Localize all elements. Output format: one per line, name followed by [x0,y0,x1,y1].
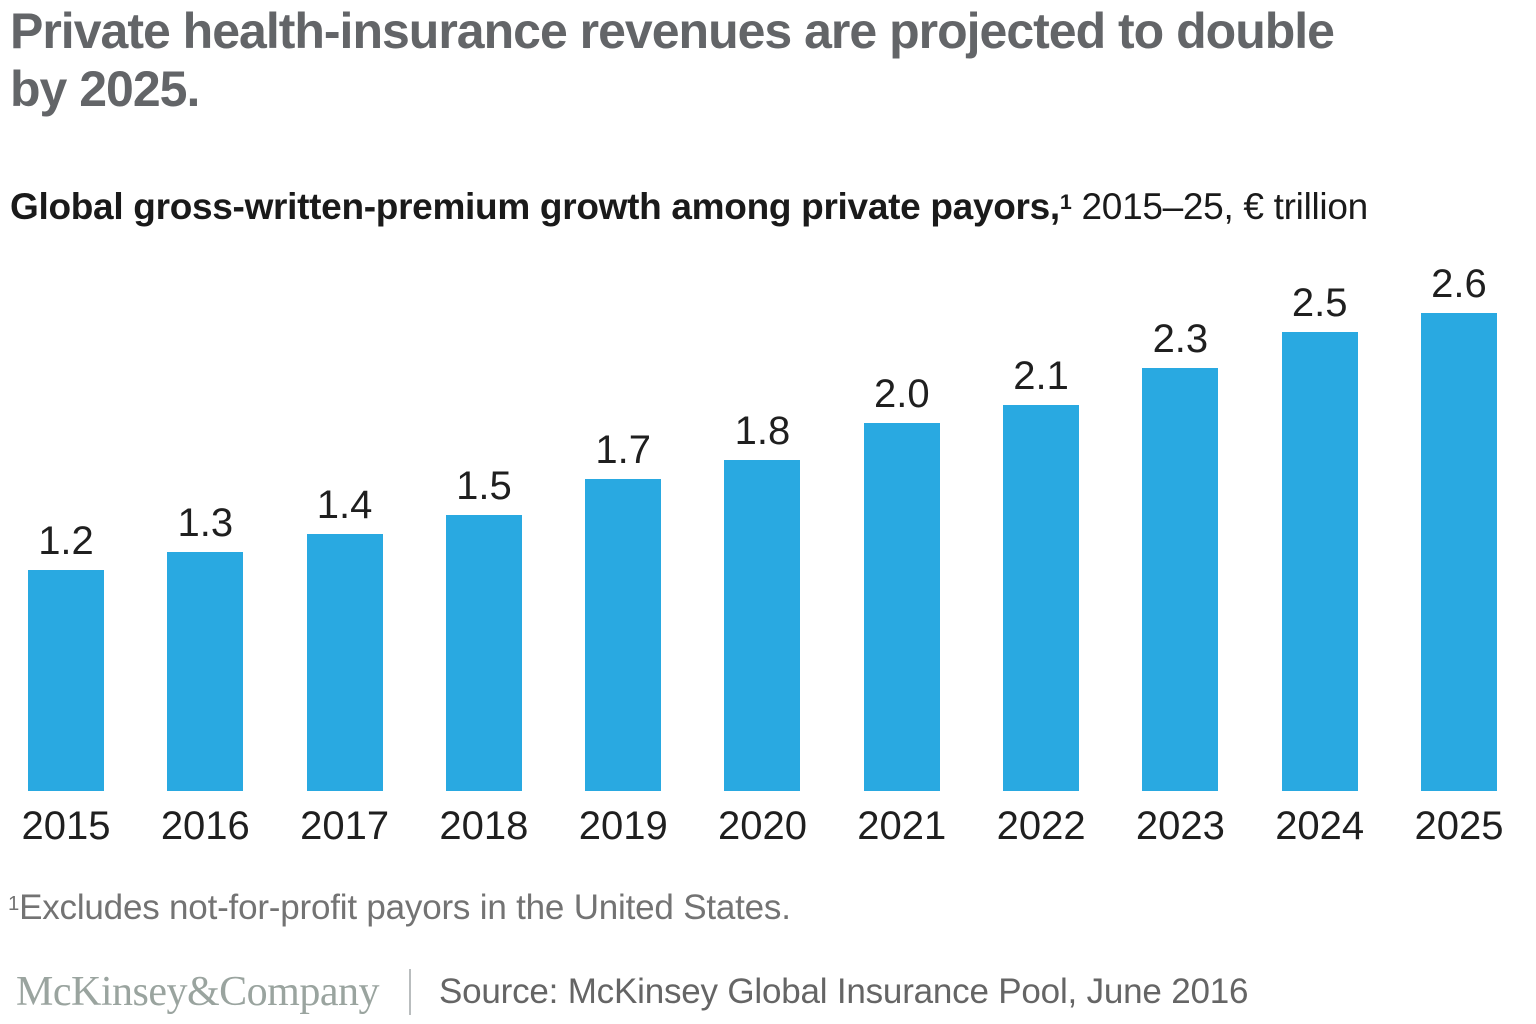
bar-year-label: 2021 [857,804,947,848]
bar-year-label: 2023 [1135,804,1225,848]
bar-value-label: 1.4 [316,483,373,527]
bar-year-label: 2015 [21,804,111,848]
bar-column: 1.5 2018 [439,258,528,848]
bar-chart: 1.2 2015 1.3 2016 1.4 2017 1.5 2018 1.7 2019 1.8 20… [22,258,1504,848]
bar-value-label: 1.3 [177,501,234,545]
bar-column: 1.8 2020 [718,258,807,848]
bar-column: 1.3 2016 [161,258,250,848]
footnote-marker: 1 [8,892,20,915]
page-title-line2: by 2025. [10,61,200,117]
bar-value-label: 2.0 [873,372,930,416]
bar-column: 1.2 2015 [22,258,111,848]
footer: McKinsey&Company Source: McKinsey Global… [16,966,1248,1018]
bar-column: 1.7 2019 [579,258,668,848]
page-title: Private health-insurance revenues are pr… [10,2,1335,118]
bar [863,423,940,791]
bar-column: 2.0 2021 [857,258,946,848]
bar [445,515,522,791]
subtitle-footnote-marker: 1 [1059,190,1072,215]
bar-year-label: 2024 [1275,804,1365,848]
bar-value-label: 2.5 [1291,281,1348,325]
bar-value-label: 2.1 [1013,354,1069,398]
page-title-line1: Private health-insurance revenues are pr… [10,3,1335,59]
bar-year-label: 2025 [1414,804,1504,848]
footnote: 1Excludes not-for-profit payors in the U… [8,888,791,928]
chart-subtitle-units: 2015–25, € trillion [1071,186,1369,227]
footer-divider [408,969,411,1015]
bar [1420,313,1497,791]
bar [1142,368,1219,791]
bar-value-label: 1.7 [595,428,651,472]
mckinsey-logo: McKinsey&Company [16,969,379,1015]
bar-column: 2.6 2025 [1414,258,1503,848]
bar-value-label: 2.6 [1431,262,1487,306]
chart-subtitle: Global gross-written-premium growth amon… [10,186,1368,228]
bar [306,534,383,791]
bar-column: 2.5 2024 [1275,258,1364,848]
bar-column: 2.1 2022 [997,258,1086,848]
bar-year-label: 2016 [160,804,250,848]
bar [28,570,104,791]
bar [724,460,801,791]
chart-subtitle-bold: Global gross-written-premium growth amon… [10,186,1060,227]
bar-year-label: 2020 [718,804,807,848]
bar-value-label: 1.2 [38,519,94,563]
bar-year-label: 2022 [996,804,1086,848]
footnote-text: Excludes not-for-profit payors in the Un… [19,888,791,927]
bar-year-label: 2018 [439,804,529,848]
bar-value-label: 1.5 [456,464,512,508]
bar [585,479,662,791]
source-text: Source: McKinsey Global Insurance Pool, … [438,972,1249,1011]
bar [167,552,244,791]
bar [1003,405,1080,791]
bar-year-label: 2019 [578,804,668,848]
bar [1281,332,1358,791]
bar-value-label: 1.8 [734,409,791,453]
bar-year-label: 2017 [300,804,390,848]
bar-column: 2.3 2023 [1136,258,1225,848]
bar-column: 1.4 2017 [300,258,389,848]
bar-value-label: 2.3 [1152,317,1209,361]
